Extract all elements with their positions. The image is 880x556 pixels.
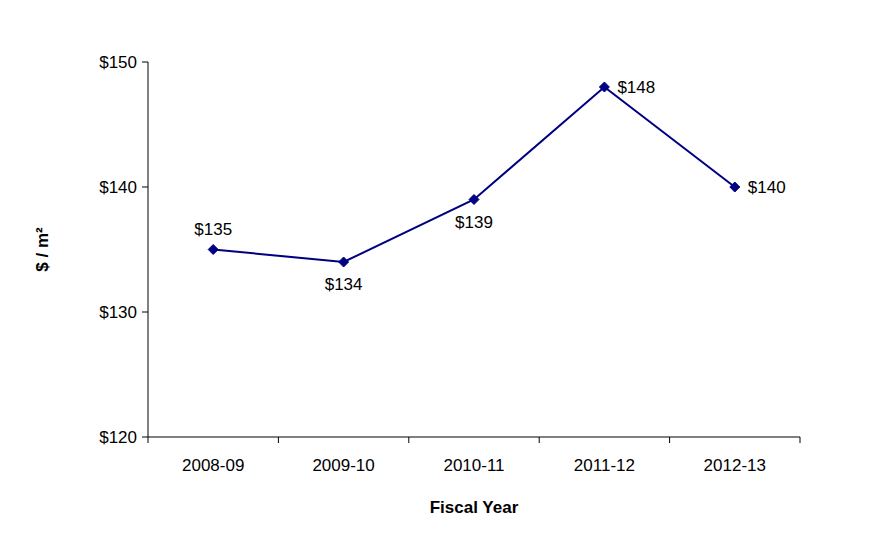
x-tick-label: 2012-13 xyxy=(704,456,766,475)
y-axis-title: $ / m² xyxy=(33,227,52,272)
data-point xyxy=(599,82,609,92)
x-tick xyxy=(148,437,149,443)
data-line xyxy=(213,87,735,262)
y-tick-label: $130 xyxy=(99,303,137,322)
x-tick-label: 2010-11 xyxy=(443,456,504,475)
chart: $120 $130 $140 $150 2008-09 2009-10 2010-11 201… xyxy=(0,0,880,556)
chart-container: $120 $130 $140 $150 2008-09 2009-10 2010-11 201… xyxy=(0,0,880,556)
data-point xyxy=(339,257,349,267)
y-tick xyxy=(142,187,148,188)
plot-area xyxy=(208,82,740,267)
y-tick-label: $140 xyxy=(99,178,137,197)
x-tick xyxy=(800,437,801,443)
x-tick xyxy=(539,437,540,443)
data-label: $135 xyxy=(194,220,232,239)
data-label: $140 xyxy=(748,178,786,197)
data-label: $148 xyxy=(617,78,655,97)
y-tick-label: $150 xyxy=(99,53,137,72)
x-tick-label: 2009-10 xyxy=(312,456,374,475)
x-tick xyxy=(278,437,279,443)
x-tick-label: 2008-09 xyxy=(182,456,244,475)
y-tick-label: $120 xyxy=(99,428,137,447)
data-label: $134 xyxy=(325,275,363,294)
y-tick xyxy=(142,312,148,313)
data-point xyxy=(730,182,740,192)
y-tick xyxy=(142,437,148,438)
y-tick xyxy=(142,62,148,63)
x-tick xyxy=(408,437,409,443)
x-axis xyxy=(148,437,800,438)
y-axis xyxy=(148,62,149,437)
data-label: $139 xyxy=(455,213,493,232)
x-axis-title: Fiscal Year xyxy=(430,498,519,517)
x-tick xyxy=(669,437,670,443)
data-point xyxy=(469,195,479,205)
data-point xyxy=(208,245,218,255)
x-tick-label: 2011-12 xyxy=(574,456,635,475)
